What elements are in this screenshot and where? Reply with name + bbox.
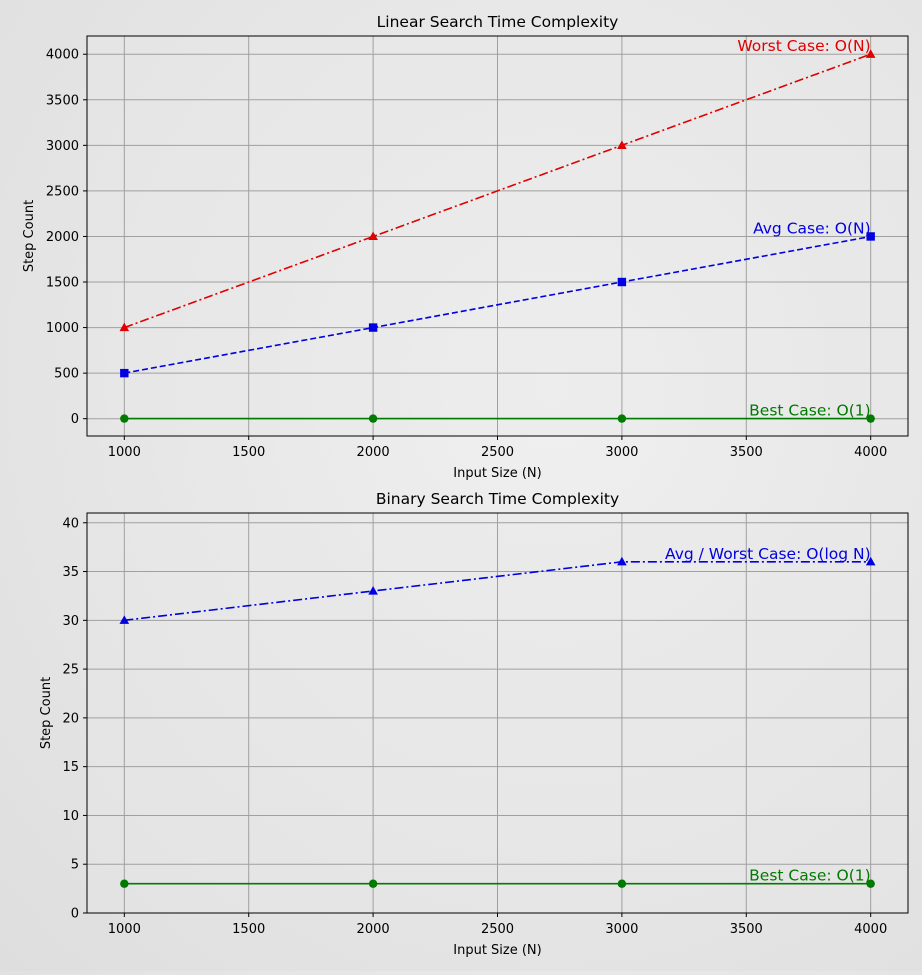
data-point: [866, 232, 875, 241]
series-1: Worst Case: O(N): [119, 37, 876, 332]
series-3: Best Case: O(1): [120, 402, 875, 423]
data-point: [617, 556, 627, 566]
y-tick-label: 15: [62, 760, 79, 775]
data-point: [617, 414, 627, 423]
x-tick-label: 2500: [481, 922, 514, 937]
y-tick-label: 0: [71, 412, 79, 427]
data-point: [119, 322, 130, 332]
data-point: [866, 414, 875, 423]
y-tick-label: 5: [71, 858, 79, 873]
data-point: [368, 586, 378, 595]
chart-title: Linear Search Time Complexity: [377, 13, 619, 31]
y-tick-label: 40: [62, 516, 79, 531]
y-tick-label: 4000: [46, 48, 79, 63]
series-2: Best Case: O(1): [120, 867, 875, 888]
y-axis-label: Step Count: [22, 200, 37, 272]
x-tick-label: 2000: [357, 445, 390, 460]
series-annotation: Best Case: O(1): [749, 867, 871, 885]
x-tick-label: 2000: [357, 922, 390, 937]
data-point: [120, 879, 129, 888]
data-point: [865, 556, 876, 566]
y-tick-label: 30: [62, 614, 79, 629]
data-point: [119, 615, 130, 624]
y-tick-label: 0: [71, 907, 79, 922]
series-1: Avg / Worst Case: O(log N): [119, 545, 876, 624]
series-line: [124, 53, 871, 329]
series-annotation: Avg Case: O(N): [753, 219, 871, 237]
x-tick-label: 3500: [730, 922, 763, 937]
data-point: [368, 323, 378, 332]
series-line: [124, 235, 871, 374]
series-line: [124, 560, 871, 622]
x-tick-label: 3000: [605, 445, 638, 460]
y-tick-label: 1000: [46, 321, 79, 336]
x-tick-label: 2500: [481, 445, 514, 460]
subplot-2: 1000 1500 2000 2500 3000 3500 4000 0 5 10 15 20 25 30…: [39, 490, 909, 958]
x-axis-label: Input Size (N): [453, 943, 541, 958]
data-point: [120, 414, 129, 423]
data-point: [865, 49, 876, 58]
series-annotation: Best Case: O(1): [749, 402, 871, 420]
y-tick-label: 10: [62, 809, 79, 824]
data-point: [368, 231, 378, 241]
data-point: [617, 879, 627, 888]
series-2: Avg Case: O(N): [120, 219, 875, 378]
x-tick-label: 1500: [232, 922, 265, 937]
y-tick-label: 1500: [46, 276, 79, 291]
y-tick-label: 3500: [46, 93, 79, 108]
y-tick-label: 25: [62, 663, 79, 678]
y-tick-label: 3000: [46, 139, 79, 154]
y-tick-label: 2500: [46, 184, 79, 199]
x-tick-label: 4000: [854, 922, 887, 937]
y-tick-label: 20: [62, 711, 79, 726]
x-tick-label: 1000: [108, 445, 141, 460]
x-axis-label: Input Size (N): [453, 466, 541, 481]
x-tick-label: 3000: [605, 922, 638, 937]
series-annotation: Avg / Worst Case: O(log N): [665, 545, 871, 563]
chart-title: Binary Search Time Complexity: [376, 490, 619, 508]
y-tick-label: 35: [62, 565, 79, 580]
x-tick-label: 3500: [730, 445, 763, 460]
data-point: [368, 414, 378, 423]
data-point: [866, 879, 875, 888]
y-tick-label: 500: [54, 367, 79, 382]
data-point: [617, 140, 627, 149]
x-tick-label: 1500: [232, 445, 265, 460]
series-annotation: Worst Case: O(N): [737, 37, 870, 55]
subplot-1: 1000 1500 2000 2500 3000 3500 4000 0 500 1000 1500…: [22, 13, 909, 481]
y-tick-label: 2000: [46, 230, 79, 245]
data-point: [120, 368, 129, 378]
x-tick-label: 4000: [854, 445, 887, 460]
x-tick-label: 1000: [108, 922, 141, 937]
data-point: [617, 277, 627, 287]
y-axis-label: Step Count: [39, 677, 54, 749]
data-point: [368, 879, 378, 888]
